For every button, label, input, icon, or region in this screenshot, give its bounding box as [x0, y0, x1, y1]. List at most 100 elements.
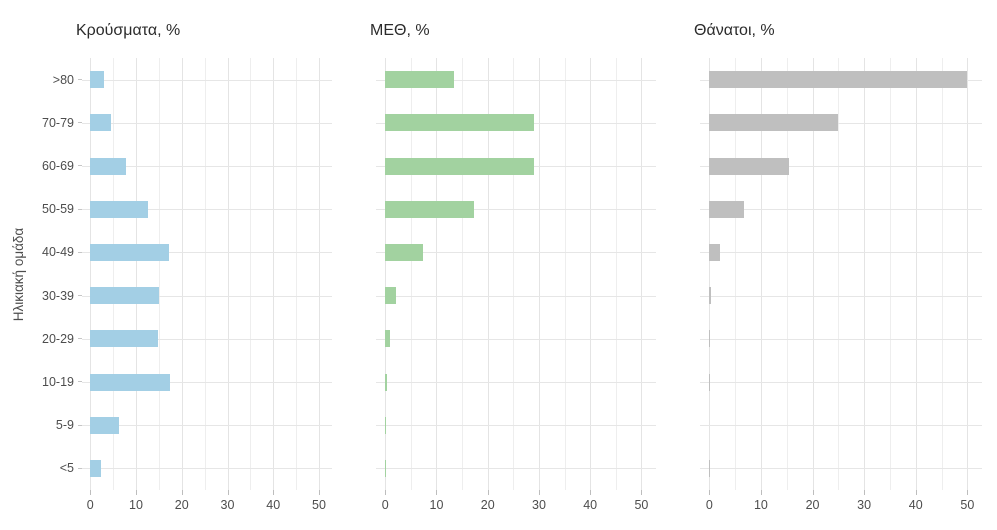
y-axis-tick — [78, 208, 82, 210]
bar — [385, 200, 475, 218]
x-axis-tick-label: 10 — [753, 498, 768, 512]
x-axis-tick-label: 30 — [220, 498, 235, 512]
x-axis-tick-label: 40 — [266, 498, 281, 512]
x-axis-tick — [864, 490, 866, 495]
panel-icu: ΜΕΘ, % 0 10 20 30 40 50 — [370, 6, 656, 530]
x-axis-tick-label: 30 — [532, 498, 546, 512]
age-group-row: 20-29 — [32, 317, 82, 360]
age-group-label: 50-59 — [42, 202, 74, 217]
y-axis-tick — [78, 251, 82, 253]
bar — [709, 157, 789, 175]
x-axis-tick — [538, 490, 540, 495]
bar — [90, 157, 126, 175]
horizontal-gridline — [376, 382, 656, 383]
vertical-gridline — [136, 58, 137, 490]
y-axis-title-box: Ηλικιακή ομάδα — [6, 58, 32, 490]
vertical-gridline — [250, 58, 252, 490]
y-axis-tick — [78, 424, 82, 426]
vertical-gridline — [158, 58, 160, 490]
horizontal-gridline — [700, 425, 982, 427]
age-group-row: 10-19 — [32, 360, 82, 403]
horizontal-gridline — [700, 468, 982, 470]
x-axis-tick-label: 50 — [312, 498, 326, 512]
vertical-gridline — [615, 58, 617, 490]
x-axis-tick — [436, 490, 438, 495]
vertical-gridline — [760, 58, 762, 490]
panel-deaths-header: Θάνατοι, % — [694, 6, 982, 58]
x-axis-tick-label: 0 — [86, 498, 94, 512]
y-axis-title: Ηλικιακή ομάδα — [11, 227, 27, 321]
vertical-gridline — [410, 58, 412, 490]
vertical-gridline — [90, 58, 92, 490]
vertical-gridline — [181, 58, 183, 490]
horizontal-gridline — [376, 425, 656, 427]
panel-deaths: Θάνατοι, % 0 10 20 30 40 50 — [694, 6, 982, 530]
bar — [709, 330, 711, 348]
x-axis-tick-label: 40 — [583, 498, 598, 512]
bar — [709, 373, 711, 391]
bar — [385, 71, 454, 89]
plot-area-deaths — [700, 58, 982, 490]
bar — [709, 71, 968, 89]
x-axis-tick — [227, 490, 229, 495]
y-axis-tick — [78, 338, 82, 340]
bar — [385, 373, 387, 391]
bar — [385, 157, 534, 175]
age-labels-header-spacer — [32, 6, 82, 58]
age-labels-column: >80 70-79 60-69 50-59 40-49 30-39 20-29 10-19 5-… — [32, 6, 82, 530]
bar — [385, 330, 390, 348]
vertical-gridline — [641, 58, 643, 490]
vertical-gridline — [319, 58, 320, 490]
bar — [90, 459, 101, 477]
x-axis-tick — [709, 490, 711, 495]
horizontal-gridline — [376, 468, 656, 470]
x-axis-tick-label: 20 — [805, 498, 820, 512]
x-axis-tick — [136, 490, 137, 495]
horizontal-gridline — [700, 252, 982, 254]
x-axis-tick-label: 50 — [634, 498, 649, 512]
horizontal-gridline — [376, 252, 656, 254]
bar — [709, 243, 721, 261]
bar — [90, 200, 148, 218]
horizontal-gridline — [376, 79, 656, 81]
vertical-gridline — [296, 58, 298, 490]
vertical-gridline — [113, 58, 115, 490]
age-group-row: 60-69 — [32, 144, 82, 187]
vertical-gridline — [436, 58, 438, 490]
horizontal-gridline — [376, 209, 656, 211]
vertical-gridline — [487, 58, 489, 490]
horizontal-gridline — [82, 166, 332, 167]
vertical-gridline — [513, 58, 515, 490]
vertical-gridline — [273, 58, 275, 490]
age-group-label: 30-39 — [42, 288, 74, 303]
x-axis-icu: 0 10 20 30 40 50 — [376, 490, 656, 524]
x-axis-tick-label: 50 — [960, 498, 975, 512]
age-group-row: 70-79 — [32, 101, 82, 144]
vertical-gridline — [204, 58, 206, 490]
y-axis-tick — [78, 79, 82, 81]
bar — [90, 243, 170, 261]
horizontal-gridline — [82, 79, 332, 81]
vertical-gridline — [227, 58, 229, 490]
vertical-gridline — [941, 58, 943, 490]
age-group-row: 5-9 — [32, 404, 82, 447]
x-axis-tick-label: 0 — [705, 498, 713, 512]
panel-title-cases: Κρούσματα, % — [76, 22, 181, 39]
bar — [90, 71, 105, 89]
x-axis-tick — [90, 490, 92, 495]
vertical-gridline — [812, 58, 814, 490]
x-axis-tick-label: 30 — [857, 498, 872, 512]
vertical-gridline — [590, 58, 592, 490]
y-axis-header-spacer — [6, 6, 32, 58]
age-group-row: >80 — [32, 58, 82, 101]
bar — [90, 330, 158, 348]
age-group-row: 40-49 — [32, 231, 82, 274]
panel-title-deaths: Θάνατοι, % — [694, 22, 775, 39]
x-axis-tick — [385, 490, 387, 495]
y-axis-tick — [78, 122, 82, 124]
horizontal-gridline — [82, 338, 332, 340]
vertical-gridline — [462, 58, 464, 490]
bar — [90, 373, 170, 391]
y-axis-title-column: Ηλικιακή ομάδα — [6, 6, 32, 530]
